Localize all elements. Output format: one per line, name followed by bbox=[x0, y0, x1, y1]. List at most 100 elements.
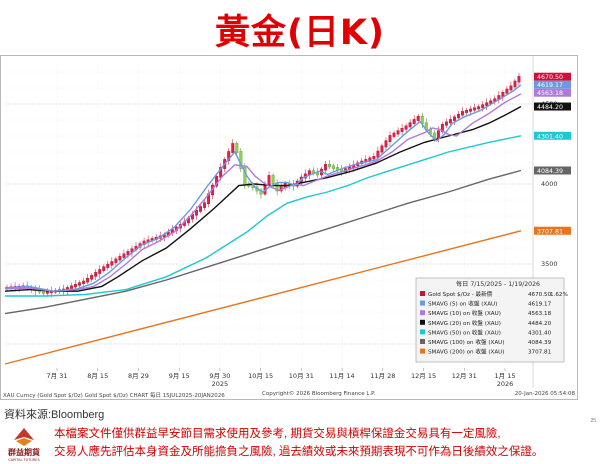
legend-swatch bbox=[420, 319, 425, 325]
footer-timestamp: 20-Jan-2026 05:54:08 bbox=[514, 391, 575, 397]
candle-body bbox=[45, 291, 49, 294]
candle-body bbox=[122, 253, 126, 258]
x-tick-label: 10月 31 bbox=[289, 372, 314, 380]
candle-body bbox=[444, 121, 448, 126]
x-tick-label: 8月 29 bbox=[128, 372, 149, 380]
candle-body bbox=[86, 277, 90, 283]
legend-header: 每日 7/15/2025 - 1/19/2026 bbox=[456, 280, 540, 288]
candle-body bbox=[481, 104, 485, 108]
x-tick-label: 8月 15 bbox=[87, 372, 108, 380]
source-note: 資料來源:Bloomberg bbox=[4, 409, 105, 421]
candle-body bbox=[457, 113, 460, 119]
candle-body bbox=[412, 119, 416, 124]
candle-body bbox=[110, 261, 114, 266]
page-number: 25 bbox=[590, 418, 596, 424]
candle-body bbox=[477, 106, 481, 110]
x-tick-label: 9月 15 bbox=[169, 372, 190, 380]
legend-entry-change: 1.62% bbox=[550, 292, 568, 298]
logo-subtext: CAPITAL FUTURES bbox=[8, 458, 40, 462]
legend-entry-name: SMAVG (10) on 收盤 (XAU) bbox=[428, 309, 501, 317]
price-tag-value: 4619.17 bbox=[537, 82, 563, 89]
x-tick-label: 10月 15 bbox=[248, 372, 273, 380]
legend-entry-name: Gold Spot $/Oz - 最新價 bbox=[428, 290, 493, 298]
legend-entry-value: 3707.81 bbox=[528, 350, 552, 356]
x-tick-label: 9月 30 bbox=[209, 372, 230, 380]
candle-body bbox=[505, 88, 509, 94]
x-tick-label: 12月 31 bbox=[452, 372, 477, 380]
legend-entry-name: SMAVG (50) on 收盤 (XAU) bbox=[428, 328, 501, 336]
legend-box bbox=[415, 277, 565, 363]
price-tag-value: 4301.40 bbox=[537, 133, 563, 140]
candle-body bbox=[219, 167, 223, 178]
candle-body bbox=[102, 266, 106, 271]
candle-body bbox=[384, 140, 388, 148]
candle-body bbox=[203, 202, 206, 208]
candle-body bbox=[70, 285, 73, 289]
price-tag bbox=[534, 226, 571, 235]
series-line bbox=[4, 84, 522, 292]
legend-entry-value: 4619.17 bbox=[528, 302, 552, 308]
candle-body bbox=[90, 275, 94, 280]
candle-body bbox=[195, 210, 198, 216]
candle-body bbox=[74, 284, 77, 288]
price-tag-value: 4084.39 bbox=[537, 168, 563, 175]
candle-body bbox=[235, 143, 239, 153]
legend-entry-value: 4484.20 bbox=[528, 321, 552, 327]
legend-swatch bbox=[420, 291, 425, 296]
legend-entry-value: 4084.39 bbox=[528, 340, 552, 346]
candle-body bbox=[509, 85, 513, 91]
footer-ticker: XAU Curncy (Gold Spot $/Oz) Gold Spot $/… bbox=[3, 393, 225, 399]
candle-body bbox=[114, 258, 118, 263]
candle-body bbox=[324, 164, 327, 171]
logo-text: 群益期貨 bbox=[7, 447, 40, 457]
candle-body bbox=[485, 102, 489, 106]
legend-entry-value: 4670.50 bbox=[528, 292, 552, 298]
candle-body bbox=[328, 164, 331, 168]
candle-body bbox=[465, 110, 469, 113]
candle-body bbox=[231, 143, 235, 153]
candle-body bbox=[388, 135, 392, 142]
x-year-label: 2025 bbox=[212, 380, 229, 388]
candle-body bbox=[517, 75, 521, 83]
page-title: 黃金(日K) bbox=[214, 13, 386, 53]
candle-body bbox=[199, 206, 202, 212]
disclaimer-line-2: 交易人應先評估本身資金及所能擔負之風險, 過去績效或未來預期表現不可作為日後績效… bbox=[54, 446, 544, 458]
series-line bbox=[4, 230, 522, 365]
legend-swatch bbox=[420, 310, 425, 316]
legend-swatch bbox=[420, 348, 425, 354]
price-tag bbox=[534, 166, 571, 175]
price-tag-value: 3707.81 bbox=[537, 228, 563, 235]
candle-body bbox=[94, 272, 98, 277]
legend-entry-name: SMAVG (5) on 收盤 (XAU) bbox=[428, 300, 497, 308]
candle-body bbox=[271, 175, 275, 184]
legend-swatch bbox=[420, 300, 425, 306]
candle-body bbox=[416, 116, 420, 121]
legend-swatch bbox=[420, 329, 425, 335]
legend-entry-name: SMAVG (100) on 收盤 (XAU) bbox=[428, 338, 504, 346]
legend-entry-name: SMAVG (200) on 收盤 (XAU) bbox=[428, 348, 504, 356]
company-logo: 群益期貨 CAPITAL FUTURES bbox=[7, 428, 40, 462]
candle-body bbox=[118, 256, 122, 261]
candle-body bbox=[98, 269, 102, 274]
candle-body bbox=[332, 165, 335, 169]
candle-body bbox=[106, 263, 110, 268]
candle-body bbox=[227, 151, 231, 161]
price-tag bbox=[534, 88, 571, 97]
y-tick-label: 4000 bbox=[541, 180, 558, 188]
candle-body bbox=[380, 145, 384, 153]
price-tag-value: 4484.20 bbox=[537, 104, 563, 111]
legend-entry-value: 4563.18 bbox=[528, 311, 552, 317]
price-tag-value: 4670.50 bbox=[537, 74, 563, 81]
candle-body bbox=[400, 128, 404, 132]
price-tag-value: 4563.18 bbox=[537, 90, 563, 97]
candle-body bbox=[473, 107, 477, 111]
x-tick-label: 11月 14 bbox=[330, 372, 355, 380]
series-line bbox=[5, 135, 522, 297]
price-tag bbox=[534, 102, 571, 111]
candle-body bbox=[461, 111, 464, 116]
footer-copyright: Copyright© 2026 Bloomberg Finance L.P. bbox=[262, 391, 376, 397]
candle-body bbox=[513, 80, 517, 88]
x-tick-label: 11月 28 bbox=[370, 372, 395, 380]
